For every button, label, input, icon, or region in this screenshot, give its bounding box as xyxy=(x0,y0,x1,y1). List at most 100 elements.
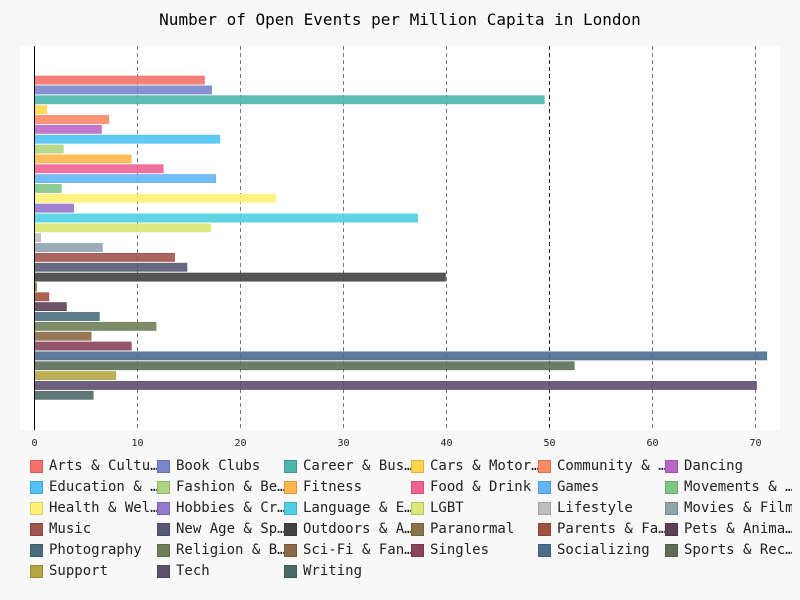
bars xyxy=(34,75,768,400)
legend-item[interactable]: Socializing xyxy=(538,542,665,558)
legend-item[interactable]: Singles xyxy=(411,542,538,558)
legend-item[interactable]: Book Clubs xyxy=(157,458,284,474)
legend-label: Games xyxy=(557,479,600,495)
legend-item[interactable]: Fitness xyxy=(284,479,411,495)
legend-label: Support xyxy=(49,563,109,579)
legend-swatch xyxy=(411,480,424,494)
legend-item[interactable]: Photography xyxy=(30,542,157,558)
legend-item[interactable]: Outdoors & A… xyxy=(284,521,411,537)
legend-swatch xyxy=(538,501,551,515)
bar-education-learning xyxy=(34,134,221,144)
legend-label: Singles xyxy=(430,542,490,558)
legend-label: Food & Drink xyxy=(430,479,532,495)
legend-item[interactable]: Support xyxy=(30,563,157,579)
legend-label: Socializing xyxy=(557,542,650,558)
legend-label: Fashion & Be… xyxy=(176,479,284,495)
x-tick-label: 70 xyxy=(749,438,761,449)
bar-career-business xyxy=(34,95,545,105)
legend-item[interactable]: Language & E… xyxy=(284,500,411,516)
legend-label: Career & Bus… xyxy=(303,458,411,474)
legend-swatch xyxy=(30,480,43,494)
legend-item[interactable]: Education & … xyxy=(30,479,157,495)
legend-item[interactable]: Food & Drink xyxy=(411,479,538,495)
legend-swatch xyxy=(665,480,678,494)
legend-label: Tech xyxy=(176,563,210,579)
legend-label: Pets & Anima… xyxy=(684,521,792,537)
legend-item[interactable]: Lifestyle xyxy=(538,500,665,516)
legend-label: Paranormal xyxy=(430,521,515,537)
bar-support xyxy=(34,371,117,380)
bar-arts-culture xyxy=(34,75,205,85)
legend-label: Writing xyxy=(303,563,363,579)
legend-item[interactable]: Arts & Cultu… xyxy=(30,458,157,474)
legend-item[interactable]: Career & Bus… xyxy=(284,458,411,474)
bar-hobbies-crafts xyxy=(34,203,74,213)
bar-photography xyxy=(34,312,100,321)
legend-swatch xyxy=(284,459,297,473)
bar-tech xyxy=(34,381,757,390)
legend-item[interactable]: Sci-Fi & Fan… xyxy=(284,542,411,558)
legend-swatch xyxy=(157,501,170,515)
legend-item[interactable]: Games xyxy=(538,479,665,495)
legend-item[interactable]: Movies & Film xyxy=(665,500,792,516)
x-tick-label: 60 xyxy=(646,438,658,449)
legend-label: Language & E… xyxy=(303,500,411,516)
legend-item[interactable]: Community & … xyxy=(538,458,665,474)
bar-sports-recreation xyxy=(34,361,575,371)
bar-pets-animals xyxy=(34,302,67,312)
bar-lifestyle xyxy=(34,233,41,243)
legend-swatch xyxy=(665,522,678,536)
legend-item[interactable]: Health & Wel… xyxy=(30,500,157,516)
legend-label: Health & Wel… xyxy=(49,500,157,516)
legend-label: Cars & Motor… xyxy=(430,458,538,474)
bar-games xyxy=(34,174,217,183)
legend-label: Religion & B… xyxy=(176,542,284,558)
bar-community-environment xyxy=(34,115,109,124)
legend-item[interactable]: Writing xyxy=(284,563,411,579)
bar-religion-beliefs xyxy=(34,321,157,331)
legend-label: Parents & Fa… xyxy=(557,521,665,537)
x-tick-label: 30 xyxy=(337,438,349,449)
legend-item[interactable]: LGBT xyxy=(411,500,538,516)
legend-swatch xyxy=(30,459,43,473)
legend-swatch xyxy=(284,522,297,536)
legend-item[interactable]: Cars & Motor… xyxy=(411,458,538,474)
legend-label: Movies & Film xyxy=(684,500,792,516)
bar-food-drink xyxy=(34,164,164,174)
bar-language-ethnic-identity xyxy=(34,213,418,223)
legend-item[interactable]: Music xyxy=(30,521,157,537)
legend-item[interactable]: Sports & Rec… xyxy=(665,542,792,558)
chart-title: Number of Open Events per Million Capita… xyxy=(159,10,641,29)
bar-new-age-spirituality xyxy=(34,262,188,272)
legend-label: Book Clubs xyxy=(176,458,261,474)
bar-health-wellbeing xyxy=(34,193,276,203)
legend-item[interactable]: Parents & Fa… xyxy=(538,521,665,537)
bar-outdoors-adventure xyxy=(34,272,446,282)
legend-item[interactable]: Fashion & Be… xyxy=(157,479,284,495)
legend-label: Sports & Rec… xyxy=(684,542,792,558)
legend-item[interactable]: Dancing xyxy=(665,458,792,474)
legend-swatch xyxy=(157,459,170,473)
legend-swatch xyxy=(157,522,170,536)
legend-swatch xyxy=(284,480,297,494)
legend-label: Photography xyxy=(49,542,142,558)
legend-item[interactable]: Tech xyxy=(157,563,284,579)
legend-item[interactable]: New Age & Sp… xyxy=(157,521,284,537)
legend-swatch xyxy=(538,459,551,473)
x-tick-label: 40 xyxy=(440,438,452,449)
x-tick-label: 0 xyxy=(31,438,37,449)
legend-item[interactable]: Movements & … xyxy=(665,479,792,495)
bar-lgbt xyxy=(34,223,211,233)
legend-item[interactable]: Pets & Anima… xyxy=(665,521,792,537)
bar-writing xyxy=(34,390,94,400)
legend-label: Fitness xyxy=(303,479,363,495)
x-tick-label: 10 xyxy=(131,438,143,449)
legend-label: Outdoors & A… xyxy=(303,521,411,537)
x-axis-ticks: 0 10 20 30 40 50 60 70 xyxy=(31,438,761,449)
legend-item[interactable]: Hobbies & Cr… xyxy=(157,500,284,516)
legend-item[interactable]: Paranormal xyxy=(411,521,538,537)
legend-swatch xyxy=(30,501,43,515)
legend-label: New Age & Sp… xyxy=(176,521,284,537)
legend-label: Arts & Cultu… xyxy=(49,458,157,474)
legend-item[interactable]: Religion & B… xyxy=(157,542,284,558)
